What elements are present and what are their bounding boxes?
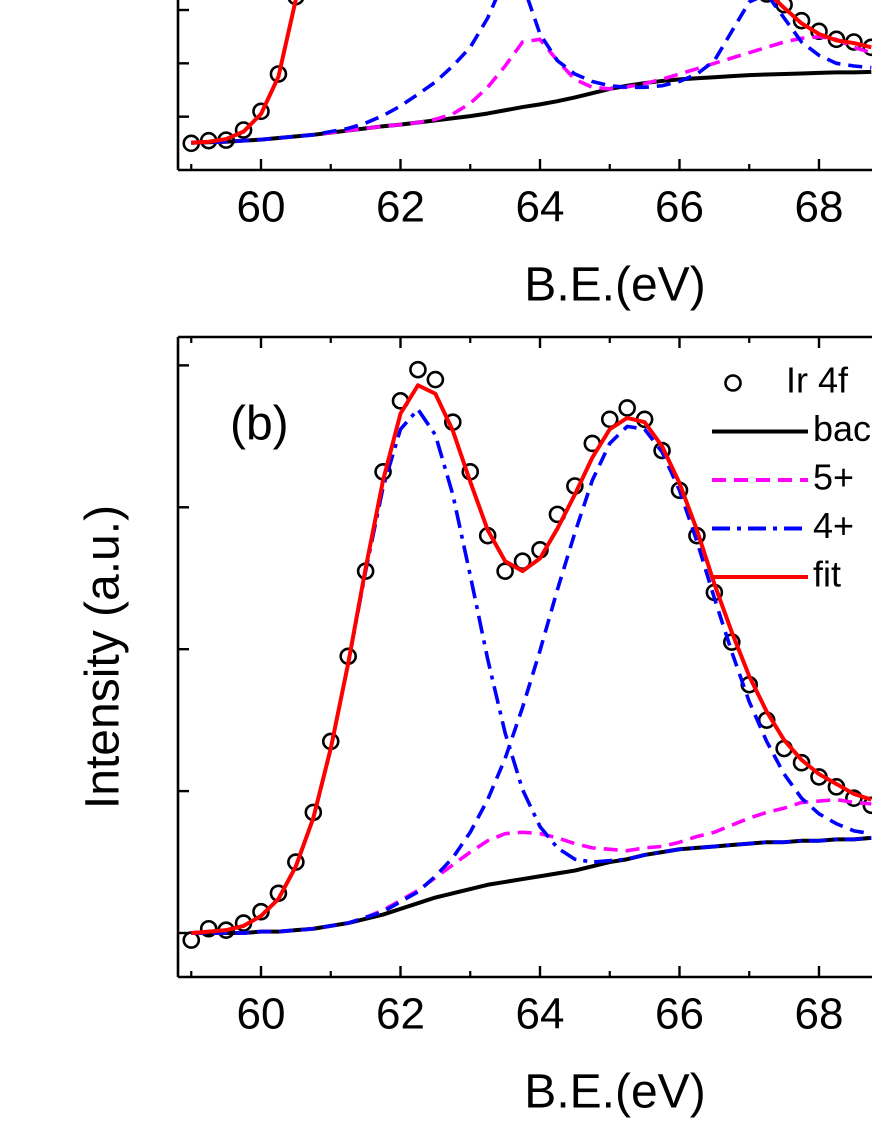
series-line (191, 34, 872, 145)
legend-label: fit (813, 554, 841, 595)
x-tick-label: 62 (376, 183, 425, 232)
x-tick-label: 68 (795, 183, 844, 232)
y-axis-label: Intensity (a.u.) (77, 505, 130, 809)
x-tick-label: 64 (516, 990, 565, 1039)
y-axis-label: Intensity (a.u.) (77, 0, 130, 2)
series-line (191, 0, 872, 145)
series-line (191, 383, 872, 936)
x-tick-label: 66 (655, 990, 704, 1039)
plot-area (182, 0, 872, 153)
legend-label: Ir 4f (786, 360, 849, 401)
panel-label: (b) (230, 398, 289, 451)
data-point (496, 562, 514, 580)
x-axis-label: B.E.(eV) (524, 1066, 705, 1119)
series-line (191, 69, 872, 145)
panel: 60 62 64 66 68 B.E.(eV) Intensity (a.u.) (77, 0, 872, 312)
x-tick-label: 64 (516, 183, 565, 232)
data-point (426, 370, 445, 389)
panel: 60 62 64 66 68 B.E.(eV) Intensity (a.u.) (b) Ir … (77, 335, 872, 1119)
data-point (600, 410, 619, 429)
legend-marker (724, 374, 742, 392)
x-tick-label: 62 (376, 990, 425, 1039)
plot-area (182, 360, 872, 949)
x-tick-label: 60 (237, 183, 286, 232)
series-line (191, 0, 872, 145)
legend-label: 5+ (813, 457, 854, 498)
data-point (760, 0, 774, 3)
data-point (792, 753, 811, 772)
legend-label: 4+ (813, 505, 854, 546)
x-tick-label: 60 (237, 990, 286, 1039)
x-tick-label: 68 (795, 990, 844, 1039)
x-tick-label: 66 (655, 183, 704, 232)
series-line (191, 424, 872, 935)
legend-label: background (813, 408, 872, 449)
series-line (191, 835, 872, 936)
data-point (618, 399, 636, 417)
data-point (409, 360, 427, 379)
x-axis-label: B.E.(eV) (524, 259, 705, 312)
data-point (252, 902, 270, 921)
